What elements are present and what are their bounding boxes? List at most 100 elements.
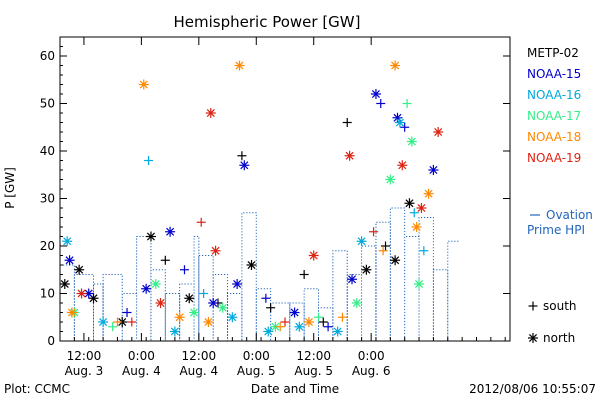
data-point-noaa-16-d2	[295, 322, 304, 331]
data-point-noaa-17	[351, 298, 362, 308]
data-point-noaa-18	[112, 317, 122, 327]
data-point-noaa-15-d2	[290, 308, 299, 317]
x-tick-label-time: 12:00	[296, 349, 331, 363]
data-point-noaa-17	[406, 136, 417, 147]
data-points	[59, 60, 444, 337]
data-point-noaa-15-d2	[166, 227, 175, 236]
data-point-noaa-16	[144, 156, 154, 165]
data-point-noaa-19	[344, 150, 355, 161]
data-point-metp-02	[266, 303, 276, 313]
data-point-noaa-18-d2	[412, 222, 421, 232]
data-point-noaa-18	[390, 60, 401, 71]
data-point-noaa-16	[62, 236, 73, 247]
data-point-noaa-19-d2	[434, 127, 443, 137]
data-point-noaa-17	[150, 279, 161, 289]
data-point-noaa-18	[303, 317, 314, 327]
data-point-noaa-15	[232, 279, 243, 289]
data-point-noaa-17	[385, 174, 396, 185]
data-point-noaa-16-d2	[99, 317, 108, 327]
data-point-noaa-19	[397, 160, 408, 171]
data-point-noaa-19	[210, 245, 221, 256]
legend-ovation-line2: Prime HPI	[527, 223, 585, 237]
legend-entry-noaa-16: NOAA-16	[527, 88, 581, 102]
data-point-noaa-18-d2	[67, 308, 76, 317]
data-point-noaa-18-d2	[391, 61, 400, 70]
data-point-metp-02	[361, 264, 372, 275]
data-point-noaa-19-d2	[345, 151, 354, 160]
data-point-noaa-17-d2	[407, 137, 416, 146]
legend-marker-south: south	[543, 299, 577, 313]
data-point-noaa-19-d2	[77, 289, 86, 298]
data-point-noaa-19	[155, 298, 166, 308]
legend-entry-noaa-19: NOAA-19	[527, 151, 581, 165]
data-point-metp-02	[381, 241, 391, 251]
data-point-noaa-15	[208, 298, 219, 308]
data-point-noaa-18-d2	[424, 189, 433, 198]
x-tick-label-date: Aug. 4	[122, 364, 161, 378]
y-tick-label: 40	[40, 144, 55, 158]
data-point-noaa-17	[217, 302, 228, 313]
data-point-noaa-17	[189, 307, 200, 318]
y-tick-label: 10	[40, 287, 55, 301]
x-axis-label: Date and Time	[251, 382, 339, 396]
data-point-noaa-15	[239, 160, 250, 171]
data-point-noaa-15	[122, 308, 132, 317]
data-point-noaa-15	[261, 293, 271, 303]
x-tick-label-date: Aug. 4	[179, 364, 218, 378]
data-point-noaa-15-d2	[371, 89, 380, 99]
y-tick-label: 20	[40, 239, 55, 253]
data-point-noaa-19	[433, 127, 444, 137]
data-point-noaa-15-d2	[347, 275, 357, 284]
y-axis-label: P [GW]	[3, 167, 17, 209]
data-point-noaa-16-d2	[395, 118, 404, 127]
legend-ovation-line1: Ovation	[546, 208, 593, 222]
data-point-metp-02	[342, 118, 352, 127]
data-point-noaa-15	[376, 99, 386, 108]
data-point-metp-02-d2	[89, 294, 98, 303]
y-tick-label: 60	[40, 49, 55, 63]
data-point-metp-02-d2	[75, 265, 84, 274]
data-point-noaa-18-d2	[139, 80, 148, 89]
x-tick-label-date: Aug. 6	[352, 364, 391, 378]
data-point-noaa-16-d2	[333, 327, 342, 336]
data-point-noaa-17-d2	[218, 303, 227, 312]
data-point-noaa-18-d2	[304, 317, 313, 327]
data-point-noaa-18	[234, 60, 245, 71]
data-point-metp-02-d2	[60, 279, 69, 289]
data-point-noaa-16	[409, 208, 419, 218]
x-tick-label-time: 0:00	[243, 349, 270, 363]
data-point-metp-02-d2	[185, 294, 194, 303]
data-point-noaa-19-d2	[211, 246, 220, 255]
data-point-noaa-16	[356, 236, 367, 247]
data-point-metp-02-d2	[118, 317, 127, 327]
x-tick-label-time: 12:00	[182, 349, 217, 363]
data-point-noaa-19	[76, 288, 87, 299]
x-tick-label-date: Aug. 3	[65, 364, 104, 378]
data-point-noaa-15-d2	[84, 289, 93, 298]
data-point-noaa-19-d2	[398, 161, 407, 170]
legend: METP-02 NOAA-15 NOAA-16 NOAA-17 NOAA-18 NOAA-…	[527, 46, 593, 345]
legend-marker-symbol-d2	[528, 333, 538, 343]
legend-marker-symbol	[528, 301, 538, 311]
data-point-noaa-16	[332, 326, 343, 337]
data-point-metp-02	[145, 231, 156, 242]
data-point-noaa-15-d2	[233, 279, 242, 289]
data-point-noaa-15-d2	[65, 256, 74, 265]
data-point-noaa-16-d2	[170, 327, 179, 336]
data-point-noaa-15	[400, 122, 410, 132]
data-point-metp-02	[184, 293, 195, 304]
data-point-noaa-18	[174, 312, 185, 323]
data-point-noaa-18	[138, 79, 149, 90]
data-point-noaa-15	[370, 89, 381, 99]
data-point-noaa-18	[203, 317, 214, 327]
data-point-noaa-19-d2	[156, 298, 165, 308]
data-point-noaa-18-d2	[235, 61, 244, 70]
legend-marker-north: north	[543, 331, 575, 345]
data-point-metp-02	[74, 264, 85, 275]
data-point-noaa-16	[98, 317, 109, 327]
data-point-noaa-19-d2	[417, 203, 426, 213]
data-point-noaa-18	[66, 307, 77, 318]
data-point-noaa-19	[369, 227, 379, 237]
legend-entry-noaa-18: NOAA-18	[527, 130, 581, 144]
